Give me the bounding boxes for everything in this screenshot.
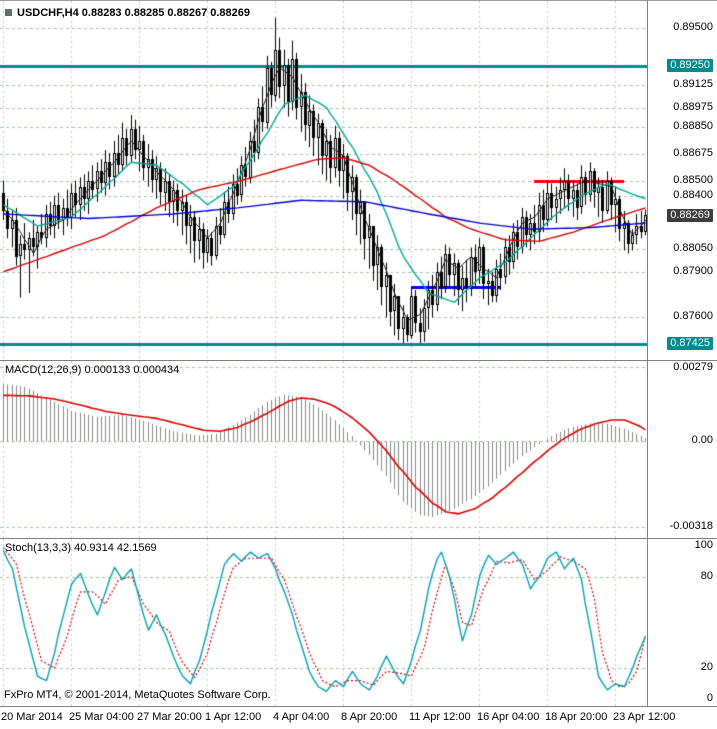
time-axis-label: 1 Apr 12:00 [205, 711, 262, 723]
chart-symbol-icon [5, 9, 12, 16]
stochastic-title: Stoch(13,3,3) 40.9314 42.1569 [5, 542, 157, 554]
price-axis-tick-label: 0.88050 [673, 241, 713, 254]
macd-title: MACD(12,26,9) 0.000133 0.000434 [5, 364, 180, 376]
stoch-axis-tick-label: 80 [700, 569, 713, 582]
time-axis-label: 27 Mar 20:00 [137, 711, 202, 723]
current-price-tag: 0.88269 [667, 208, 713, 222]
macd-axis-tick-label: 0.00 [691, 434, 713, 447]
macd-chart-canvas[interactable] [0, 361, 648, 538]
macd-axis-tick-label: 0.00279 [673, 361, 713, 373]
price-axis-tick-label: 0.87900 [673, 264, 713, 277]
level-price-tag: 0.87425 [667, 337, 713, 351]
macd-panel: MACD(12,26,9) 0.000133 0.000434 0.00279 0… [0, 360, 717, 538]
stoch-axis-tick-label: 20 [700, 661, 713, 674]
stoch-axis-tick-label: 0 [706, 692, 713, 704]
time-axis-label: 20 Mar 2014 [1, 711, 63, 723]
stochastic-panel: Stoch(13,3,3) 40.9314 42.1569 FxPro MT4,… [0, 538, 717, 706]
time-axis-label: 23 Apr 12:00 [613, 711, 676, 723]
time-axis[interactable]: 20 Mar 2014 25 Mar 04:00 27 Mar 20:00 1 Apr… [0, 706, 717, 729]
time-axis-label: 4 Apr 04:00 [273, 711, 330, 723]
price-axis-tick-label: 0.88675 [673, 146, 713, 159]
time-axis-label: 11 Apr 12:00 [409, 711, 471, 723]
price-axis-tick-label: 0.88975 [673, 101, 713, 114]
time-axis-label: 8 Apr 20:00 [341, 711, 398, 723]
copyright-text: FxPro MT4, © 2001-2014, MetaQuotes Softw… [4, 689, 271, 701]
macd-axis-tick-label: -0.00318 [669, 519, 713, 532]
price-axis-tick-label: 0.89500 [673, 21, 713, 34]
price-axis-tick-label: 0.88500 [673, 173, 713, 186]
price-axis-tick-label: 0.89125 [673, 78, 713, 91]
time-axis-label: 25 Mar 04:00 [69, 711, 134, 723]
chart-title-text: USDCHF,H4 0.88283 0.88285 0.88267 0.8826… [17, 7, 251, 19]
price-panel: USDCHF,H4 0.88283 0.88285 0.88267 0.8826… [0, 0, 717, 360]
macd-axis[interactable]: 0.00279 0.00 -0.00318 [647, 361, 717, 538]
stochastic-axis[interactable]: 100 80 20 0 [647, 539, 717, 706]
stochastic-chart-canvas[interactable] [0, 539, 648, 706]
price-axis[interactable]: 0.89500 0.89250 0.89125 0.88975 0.88850 0.886… [647, 1, 717, 360]
stoch-axis-tick-label: 100 [694, 539, 713, 551]
price-axis-tick-label: 0.88850 [673, 120, 713, 133]
time-axis-label: 16 Apr 04:00 [477, 711, 540, 723]
time-axis-label: 18 Apr 20:00 [545, 711, 608, 723]
level-price-tag: 0.89250 [667, 59, 713, 73]
price-chart-canvas[interactable] [0, 1, 648, 360]
chart-title: USDCHF,H4 0.88283 0.88285 0.88267 0.8826… [5, 7, 250, 19]
price-axis-tick-label: 0.88400 [673, 188, 713, 201]
price-axis-tick-label: 0.87600 [673, 310, 713, 323]
